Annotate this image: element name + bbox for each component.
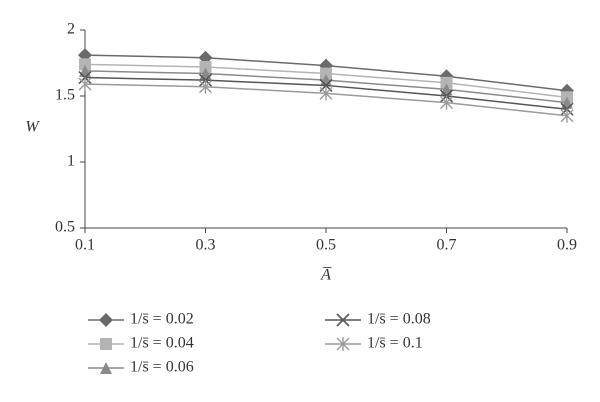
legend-label: 1/s̄ = 0.08 [367,311,431,328]
data-point [440,95,453,110]
y-tick-label: 1.5 [55,87,75,104]
y-tick-label: 0.5 [55,219,75,236]
legend-label: 1/s̄ = 0.04 [130,335,194,352]
x-tick-label: 0.9 [557,237,577,254]
x-tick-label: 0.5 [316,237,336,254]
data-point [320,67,332,80]
legend-marker [336,313,350,327]
legend-label: 1/s̄ = 0.1 [367,335,423,352]
data-point [440,76,453,89]
legend-label: 1/s̄ = 0.02 [130,311,194,328]
y-tick-label: 2 [67,21,75,38]
y-axis-label: W [25,119,40,136]
x-axis-label: A̅ [320,267,331,284]
legend-marker [100,338,112,350]
data-point [78,77,92,92]
y-tick-label: 1 [67,153,75,170]
x-tick-label: 0.3 [196,237,216,254]
legend-label: 1/s̄ = 0.06 [130,359,194,376]
data-point [199,79,212,94]
legend-marker [99,313,113,327]
data-point [560,108,574,123]
data-point [319,86,333,101]
legend-marker [336,337,350,351]
data-point [199,60,212,73]
legend-marker [100,362,112,374]
x-tick-label: 0.7 [437,237,457,254]
data-point [79,58,91,71]
x-tick-label: 0.1 [75,237,95,254]
